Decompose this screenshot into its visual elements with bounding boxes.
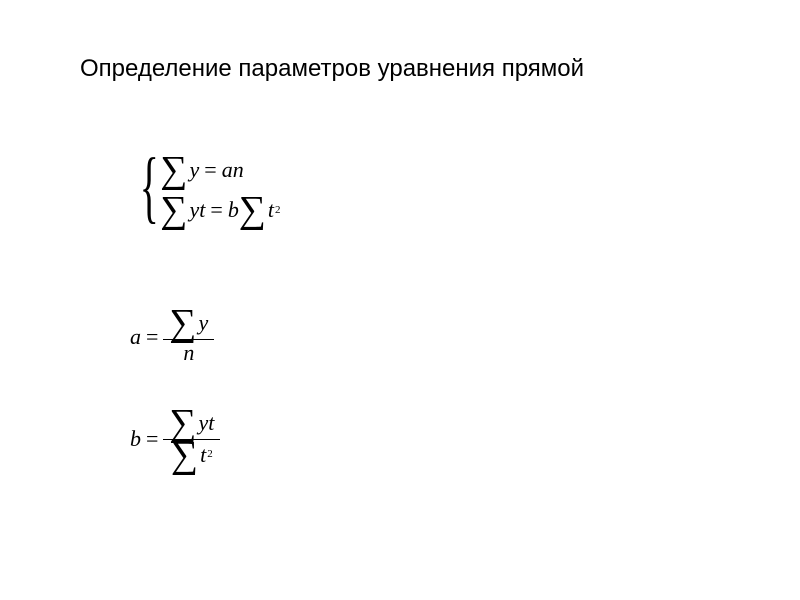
sigma-icon: ∑: [160, 157, 187, 184]
var-a: a: [222, 159, 233, 181]
fraction-b: ∑ yt ∑ t2: [163, 410, 220, 468]
var-y: y: [190, 199, 200, 221]
var-t: t: [200, 444, 206, 466]
page-title: Определение параметров уравнения прямой: [80, 55, 584, 83]
var-n: n: [183, 342, 194, 364]
var-b: b: [130, 426, 141, 452]
var-t: t: [208, 412, 214, 434]
var-t: t: [268, 199, 274, 221]
equals-sign: =: [204, 159, 216, 181]
equals-sign: =: [146, 426, 158, 452]
var-y: y: [199, 412, 209, 434]
sigma-icon: ∑: [169, 410, 196, 437]
system-of-equations: { ∑ y = an ∑ yt = b ∑ t2: [130, 150, 281, 230]
var-n: n: [233, 159, 244, 181]
exp-2: 2: [207, 449, 213, 460]
system-row-2: ∑ yt = b ∑ t2: [160, 190, 280, 230]
equals-sign: =: [146, 324, 158, 350]
system-row-1: ∑ y = an: [160, 150, 280, 190]
equation-a: a = ∑ y n: [130, 310, 214, 364]
var-b: b: [228, 199, 239, 221]
sigma-icon: ∑: [239, 197, 266, 224]
equation-b: b = ∑ yt ∑ t2: [130, 410, 220, 468]
var-y: y: [199, 312, 209, 334]
equals-sign: =: [210, 199, 222, 221]
var-y: y: [190, 159, 200, 181]
exp-2: 2: [275, 205, 281, 216]
sigma-icon: ∑: [160, 197, 187, 224]
var-t: t: [199, 199, 205, 221]
sigma-icon: ∑: [169, 310, 196, 337]
sigma-icon: ∑: [171, 442, 198, 469]
var-a: a: [130, 324, 141, 350]
fraction-a: ∑ y n: [163, 310, 214, 364]
